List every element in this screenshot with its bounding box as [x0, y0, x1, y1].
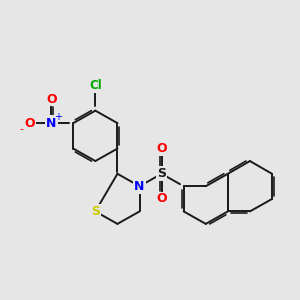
- Text: +: +: [54, 112, 62, 122]
- Text: N: N: [134, 180, 145, 193]
- Text: O: O: [156, 193, 167, 206]
- Text: S: S: [157, 167, 166, 180]
- Text: Cl: Cl: [89, 79, 102, 92]
- Text: -: -: [20, 124, 24, 134]
- Text: N: N: [46, 117, 56, 130]
- Text: O: O: [24, 117, 35, 130]
- Text: O: O: [46, 92, 56, 106]
- Text: O: O: [156, 142, 167, 155]
- Text: S: S: [91, 205, 100, 218]
